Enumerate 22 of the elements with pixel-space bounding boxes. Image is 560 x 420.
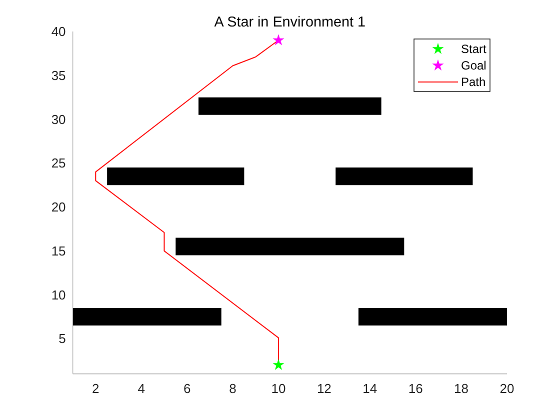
x-tick-label: 16 [408,380,423,396]
x-tick-label: 10 [271,380,286,396]
chart-title: A Star in Environment 1 [214,14,366,30]
y-tick-label: 40 [51,24,66,40]
y-tick-label: 30 [51,112,66,127]
x-tick-label: 6 [183,380,191,396]
x-tick-label: 20 [500,380,514,396]
x-tick-label: 18 [454,380,469,396]
x-tick-label: 14 [362,380,378,396]
legend-label: Path [461,75,486,90]
y-tick-label: 10 [51,287,66,302]
y-tick-label: 15 [51,243,66,258]
legend-label: Goal [461,58,486,73]
y-tick-label: 35 [51,68,66,83]
y-tick-label: 5 [58,331,66,346]
x-tick-label: 4 [138,380,145,396]
y-tick-label: 25 [51,156,66,171]
x-tick-label: 2 [92,380,100,396]
x-tick-label: 8 [229,380,236,396]
legend-label: Start [461,42,488,56]
x-tick-label: 12 [316,380,332,396]
y-tick-label: 20 [51,200,66,215]
